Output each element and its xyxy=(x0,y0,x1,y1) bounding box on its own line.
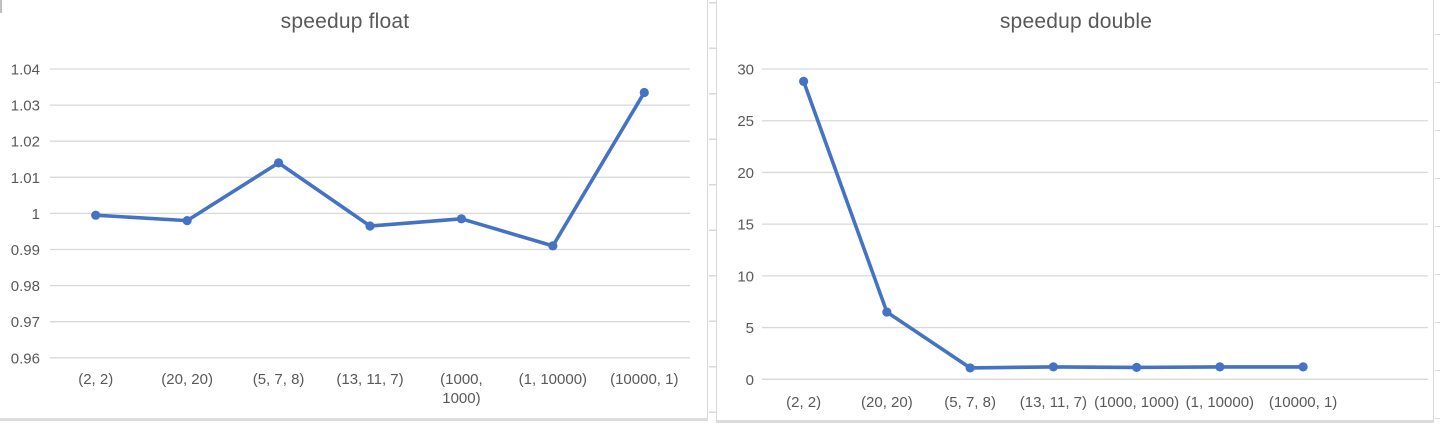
data-point-marker xyxy=(799,76,809,87)
y-axis-tick-label: 0.96 xyxy=(11,350,40,367)
data-point-marker xyxy=(1132,362,1142,373)
data-point-marker xyxy=(365,221,375,231)
spreadsheet-row-lines-right xyxy=(1435,0,1440,428)
data-point-marker xyxy=(273,158,284,168)
chart-title-float: speedup float xyxy=(280,10,410,33)
x-axis-category-label: (2, 2) xyxy=(78,371,113,388)
y-axis-tick-label: 5 xyxy=(746,320,754,337)
x-axis-category-label: 1000) xyxy=(442,390,480,407)
spreadsheet-gridline-fragment xyxy=(0,0,2,13)
data-point-marker xyxy=(91,210,101,220)
x-axis-category-label: (5, 7, 8) xyxy=(253,371,305,388)
data-point-marker xyxy=(548,241,558,251)
y-axis-tick-label: 30 xyxy=(737,62,754,79)
data-point-marker xyxy=(882,307,892,317)
x-axis-category-label: (1000, xyxy=(440,371,483,388)
data-point-marker xyxy=(182,216,192,226)
x-axis-category-label: (1, 10000) xyxy=(1186,394,1254,411)
x-axis-category-label: (5, 7, 8) xyxy=(944,394,996,411)
chart-panel-speedup-double xyxy=(716,0,1434,423)
data-point-marker xyxy=(1215,362,1225,372)
spreadsheet-row-lines-gap xyxy=(708,0,716,428)
x-axis-category-label: (13, 11, 7) xyxy=(336,371,403,388)
data-point-marker xyxy=(456,214,467,224)
y-axis-tick-label: 0.99 xyxy=(11,242,40,259)
y-axis-tick-label: 1.01 xyxy=(11,170,40,187)
chart-panel-speedup-float xyxy=(0,0,708,421)
x-axis-category-label: (2, 2) xyxy=(786,394,821,411)
x-axis-category-label: (10000, 1) xyxy=(610,371,678,388)
y-axis-tick-label: 0.98 xyxy=(11,278,40,295)
data-point-marker xyxy=(1298,362,1308,372)
y-axis-tick-label: 1.04 xyxy=(11,62,40,79)
x-axis-category-label: (1, 10000) xyxy=(519,371,587,388)
x-axis-category-label: (13, 11, 7) xyxy=(1020,394,1087,411)
data-point-marker xyxy=(965,363,975,373)
x-axis-category-label: (1000, 1000) xyxy=(1094,394,1179,411)
y-axis-tick-label: 15 xyxy=(737,217,754,234)
x-axis-category-label: (20, 20) xyxy=(861,394,913,411)
chart-title-double: speedup double xyxy=(999,10,1153,33)
x-axis-category-label: (20, 20) xyxy=(161,371,213,388)
y-axis-tick-label: 1.03 xyxy=(11,98,40,115)
data-point-marker xyxy=(639,87,649,98)
y-axis-tick-label: 10 xyxy=(737,268,754,285)
y-axis-tick-label: 0.97 xyxy=(11,314,40,331)
y-axis-tick-label: 1.02 xyxy=(11,134,40,151)
y-axis-tick-label: 1 xyxy=(32,206,40,223)
y-axis-tick-label: 25 xyxy=(737,113,754,130)
x-axis-category-label: (10000, 1) xyxy=(1269,394,1337,411)
data-point-marker xyxy=(1048,362,1058,372)
y-axis-tick-label: 20 xyxy=(737,165,754,182)
y-axis-tick-label: 0 xyxy=(746,372,754,389)
